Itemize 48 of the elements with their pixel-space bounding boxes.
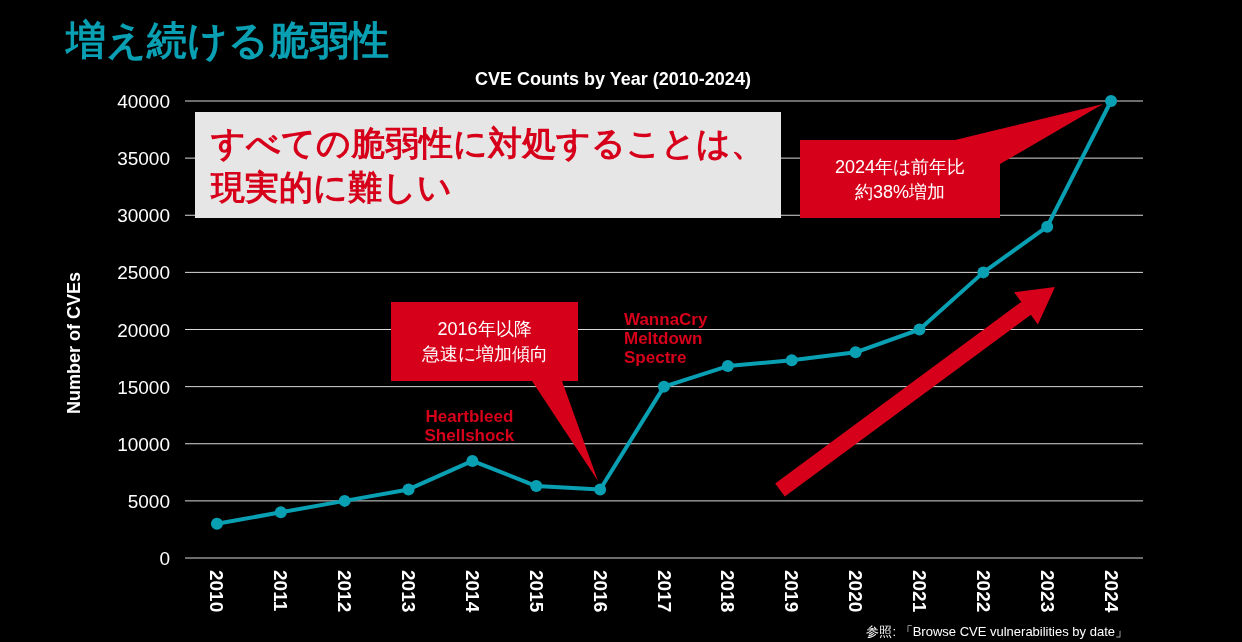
x-tick-label: 2014 <box>461 570 483 613</box>
point <box>466 454 479 467</box>
x-tick-label: 2011 <box>270 570 292 612</box>
x-tick-label: 2020 <box>845 570 867 613</box>
x-tick-label: 2019 <box>781 570 803 613</box>
x-tick-label: 2016 <box>589 570 611 613</box>
point <box>785 354 798 367</box>
point <box>721 360 734 373</box>
x-tick-label: 2021 <box>908 570 930 613</box>
x-tick-label: 2023 <box>1036 570 1058 613</box>
annotation: すべての脆弱性に対処することは、現実的に難しい <box>210 124 765 206</box>
annotation: Heartbleed Shellshock <box>424 406 515 445</box>
point <box>530 480 543 493</box>
y-tick-label: 15000 <box>117 376 170 398</box>
annotation: 2024年は前年比約38%増加 <box>834 156 966 202</box>
point <box>338 494 351 507</box>
point <box>402 483 415 496</box>
point <box>210 517 223 530</box>
y-tick-label: 25000 <box>117 262 170 284</box>
x-tick-label: 2013 <box>398 570 420 613</box>
annotation: 2016年以降急速に増加傾向 <box>420 319 548 364</box>
x-tick-label: 2015 <box>525 570 547 613</box>
point <box>913 323 926 336</box>
x-tick-label: 2024 <box>1100 570 1122 613</box>
y-tick-label: 30000 <box>117 205 170 227</box>
chart-title: 増え続ける脆弱性 <box>64 18 389 63</box>
x-tick-label: 2018 <box>717 570 739 613</box>
point <box>977 266 990 279</box>
point <box>594 483 607 496</box>
point <box>274 506 287 519</box>
y-tick-label: 40000 <box>117 91 170 112</box>
y-tick-label: 5000 <box>127 490 170 512</box>
x-tick-label: 2010 <box>206 570 228 613</box>
y-axis-title: Number of CVEs <box>64 271 84 415</box>
text: 参照: 「Browse CVE vulnerabilities by date」 <box>866 624 1128 639</box>
x-tick-label: 2022 <box>972 570 994 613</box>
y-tick-label: 20000 <box>117 319 170 341</box>
annotation: WannaCry Meltdown Spectre <box>624 309 708 367</box>
x-tick-label: 2017 <box>653 570 675 613</box>
point <box>1105 95 1118 107</box>
chart-subtitle: CVE Counts by Year (2010-2024) <box>475 69 751 89</box>
point <box>1041 220 1054 233</box>
y-tick-label: 10000 <box>117 433 170 455</box>
point <box>849 346 862 359</box>
x-tick-label: 2012 <box>334 570 356 613</box>
y-tick-label: 35000 <box>117 148 170 170</box>
y-tick-label: 0 <box>159 548 170 569</box>
point <box>658 380 670 393</box>
